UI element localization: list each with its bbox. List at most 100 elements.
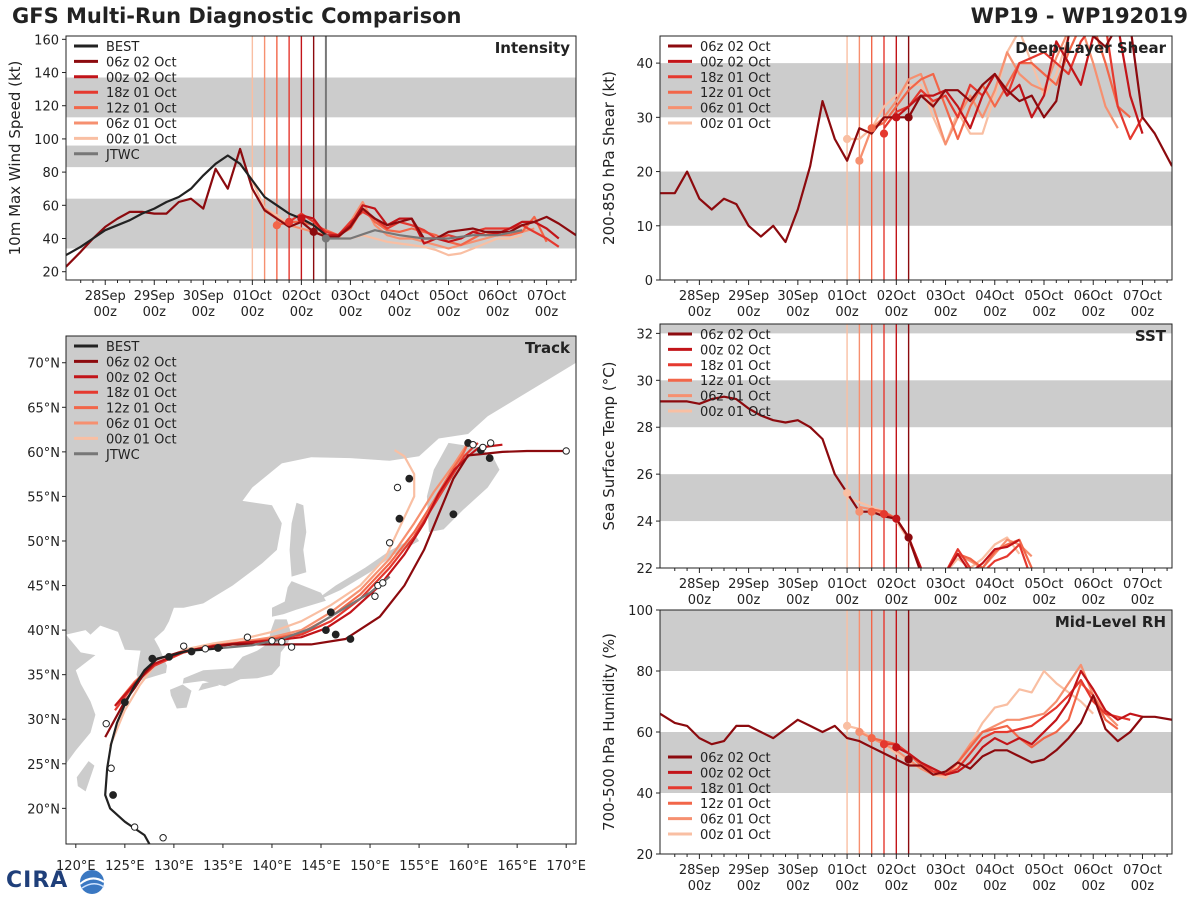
track-ytick-label: 55°N	[27, 490, 60, 505]
intensity-xtick-label-date: 04Oct	[380, 289, 419, 304]
shear-xtick-label-hour: 00z	[786, 305, 810, 320]
shear-xtick-label-hour: 00z	[983, 305, 1007, 320]
track-xtick-label: 160°E	[448, 859, 488, 874]
land-kyushu	[170, 684, 192, 709]
rh-title: Mid-Level RH	[1055, 613, 1166, 631]
sst-ytick-label: 32	[636, 327, 653, 342]
rh-series-06z-01-oct	[858, 663, 1119, 776]
intensity-ytick-label: 100	[34, 133, 59, 148]
shear-ytick-label: 20	[636, 166, 653, 181]
intensity-marker-12z-01-oct	[272, 221, 281, 230]
intensity-ylabel: 10m Max Wind Speed (kt)	[6, 61, 24, 256]
rh-legend-label-12z-01-oct: 12z 01 Oct	[700, 797, 771, 812]
shear-xtick-label-date: 01Oct	[828, 289, 867, 304]
sst-marker-18z-01-oct	[879, 509, 889, 519]
intensity-ytick-label: 140	[34, 67, 59, 82]
shear-ytick-label: 40	[636, 57, 653, 72]
sst-marker-12z-01-oct	[867, 507, 876, 516]
track-marker-filled-9	[346, 635, 355, 643]
track-ytick-label: 50°N	[27, 535, 60, 550]
storm-id: WP19 - WP192019	[970, 4, 1188, 28]
track-marker-open-9	[287, 643, 296, 651]
track-ytick-label: 60°N	[27, 446, 60, 461]
intensity-xtick-label-hour: 00z	[192, 305, 216, 320]
intensity-legend-label-jtwc: JTWC	[105, 148, 140, 163]
intensity-ytick-label: 160	[34, 33, 59, 48]
track-marker-filled-7	[326, 608, 335, 617]
sst-xtick-label-hour: 00z	[835, 593, 859, 608]
intensity-legend-label-best: BEST	[106, 40, 139, 55]
sst-xtick-label-date: 02Oct	[877, 577, 916, 592]
shear-marker-00z-02-oct	[892, 113, 901, 122]
intensity-legend-label-18z-01-oct: 18z 01 Oct	[106, 86, 177, 101]
track-ytick-label: 25°N	[27, 758, 60, 773]
rh-legend-label-06z-02-oct: 06z 02 Oct	[700, 751, 771, 766]
sst-legend-label-06z-01-oct: 06z 01 Oct	[700, 390, 771, 405]
intensity-legend-label-00z-01-oct: 00z 01 Oct	[106, 132, 177, 147]
shear-legend-label-00z-02-oct: 00z 02 Oct	[700, 55, 771, 70]
land-taiwan	[76, 761, 95, 792]
land-kamchatka	[426, 442, 500, 533]
track-marker-open-15	[469, 441, 477, 449]
rh-ytick-label: 60	[636, 726, 653, 741]
intensity-grey-band-2	[66, 77, 576, 118]
intensity-xtick-label-hour: 00z	[94, 305, 118, 320]
rh-legend-label-00z-01-oct: 00z 01 Oct	[700, 828, 771, 843]
intensity-xtick-label-hour: 00z	[535, 305, 559, 320]
track-marker-open-8	[278, 637, 286, 646]
track-marker-filled-3	[187, 647, 196, 656]
intensity-legend-label-12z-01-oct: 12z 01 Oct	[106, 102, 177, 117]
track-marker-filled-0	[120, 698, 129, 707]
track-best	[104, 646, 224, 844]
intensity-series-06z-02-oct	[66, 147, 576, 268]
intensity-xtick-label-hour: 00z	[437, 305, 461, 320]
intensity-xtick-label-date: 06Oct	[478, 289, 517, 304]
track-legend-label-00z-01-oct: 00z 01 Oct	[106, 432, 177, 447]
rh-xtick-label-hour: 00z	[1032, 879, 1056, 894]
rh-plot-area	[660, 610, 1172, 854]
rh-xtick-label-hour: 00z	[688, 879, 712, 894]
shear-ytick-label: 30	[636, 111, 653, 126]
rh-xtick-label-date: 03Oct	[926, 863, 965, 878]
intensity-xtick-label-date: 30Sep	[183, 289, 224, 304]
track-xtick-label: 165°E	[497, 859, 537, 874]
track-panel: 120°E 125°E 130°E 135°E 140°E 145°E 150°E 155°E…	[27, 335, 586, 874]
shear-series-06z-01-oct	[858, 36, 1119, 162]
track-marker-open-2	[130, 823, 139, 831]
shear-legend-label-12z-01-oct: 12z 01 Oct	[700, 86, 771, 101]
track-xtick-label: 125°E	[105, 859, 145, 874]
rh-marker-00z-02-oct	[892, 743, 901, 752]
land-honshu	[182, 619, 292, 687]
rh-xtick-label-date: 29Sep	[728, 863, 769, 878]
track-legend-label-06z-01-oct: 06z 01 Oct	[106, 417, 177, 432]
shear-xtick-label-date: 07Oct	[1123, 289, 1162, 304]
shear-xtick-label-hour: 00z	[934, 305, 958, 320]
intensity-xtick-label-date: 28Sep	[85, 289, 126, 304]
land-asia-mainland	[66, 336, 576, 681]
track-xtick-label: 150°E	[350, 859, 390, 874]
page-title: GFS Multi-Run Diagnostic Comparison	[12, 4, 462, 28]
intensity-marker-06z-02-oct	[309, 227, 318, 236]
sst-xtick-label-hour: 00z	[786, 593, 810, 608]
sst-grey-band-1	[660, 380, 1172, 428]
shear-grey-band-1	[660, 63, 1172, 118]
shear-series-12z-01-oct	[871, 36, 1131, 141]
rh-marker-00z-01-oct	[842, 721, 852, 731]
intensity-ytick-label: 20	[42, 266, 59, 281]
track-marker-filled-5	[109, 791, 117, 799]
intensity-panel: 2040608010012014016028Sep00z29Sep00z30Se…	[6, 33, 577, 320]
track-ytick-label: 40°N	[27, 624, 60, 639]
sst-xtick-label-date: 28Sep	[679, 577, 720, 592]
track-marker-open-18	[562, 447, 570, 455]
sst-xtick-label-hour: 00z	[688, 593, 712, 608]
shear-frame	[659, 35, 1173, 281]
track-06z-02-oct	[104, 449, 567, 738]
intensity-ytick-label: 120	[34, 100, 59, 115]
rh-marker-18z-01-oct	[879, 740, 889, 749]
intensity-marker-00z-02-oct	[297, 214, 306, 223]
sst-legend-label-12z-01-oct: 12z 01 Oct	[700, 374, 771, 389]
land-sakhalin	[289, 502, 307, 577]
shear-legend-label-18z-01-oct: 18z 01 Oct	[700, 71, 771, 86]
